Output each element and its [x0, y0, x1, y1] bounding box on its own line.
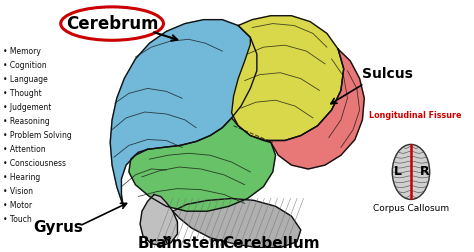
Text: R: R — [420, 165, 430, 178]
Text: • Problem Solving: • Problem Solving — [3, 131, 72, 140]
Text: Sulcus: Sulcus — [363, 67, 413, 81]
Polygon shape — [129, 118, 275, 211]
Polygon shape — [110, 20, 257, 206]
Text: • Touch: • Touch — [3, 214, 32, 224]
Text: • Vision: • Vision — [3, 187, 33, 196]
Text: L: L — [394, 165, 402, 178]
Text: • Reasoning: • Reasoning — [3, 117, 50, 126]
Text: • Hearing: • Hearing — [3, 173, 40, 182]
Ellipse shape — [392, 144, 429, 199]
Text: • Cognition: • Cognition — [3, 61, 46, 70]
Text: • Memory: • Memory — [3, 47, 41, 56]
Text: • Motor: • Motor — [3, 201, 32, 210]
Text: Cerebrum: Cerebrum — [66, 15, 158, 33]
Text: Corpus Callosum: Corpus Callosum — [373, 204, 449, 213]
Text: Gyrus: Gyrus — [33, 220, 83, 235]
Text: Longitudinal Fissure: Longitudinal Fissure — [369, 111, 461, 120]
Text: • Judgement: • Judgement — [3, 103, 51, 112]
Polygon shape — [232, 16, 344, 141]
Text: • Attention: • Attention — [3, 145, 46, 154]
Text: Brainstem: Brainstem — [138, 236, 226, 251]
Text: Cerebellum: Cerebellum — [222, 236, 319, 251]
Text: • Consciousness: • Consciousness — [3, 159, 66, 168]
Text: • Thought: • Thought — [3, 89, 42, 98]
Polygon shape — [266, 49, 364, 169]
Polygon shape — [173, 199, 301, 247]
Text: • Language: • Language — [3, 75, 47, 84]
Polygon shape — [140, 195, 177, 246]
